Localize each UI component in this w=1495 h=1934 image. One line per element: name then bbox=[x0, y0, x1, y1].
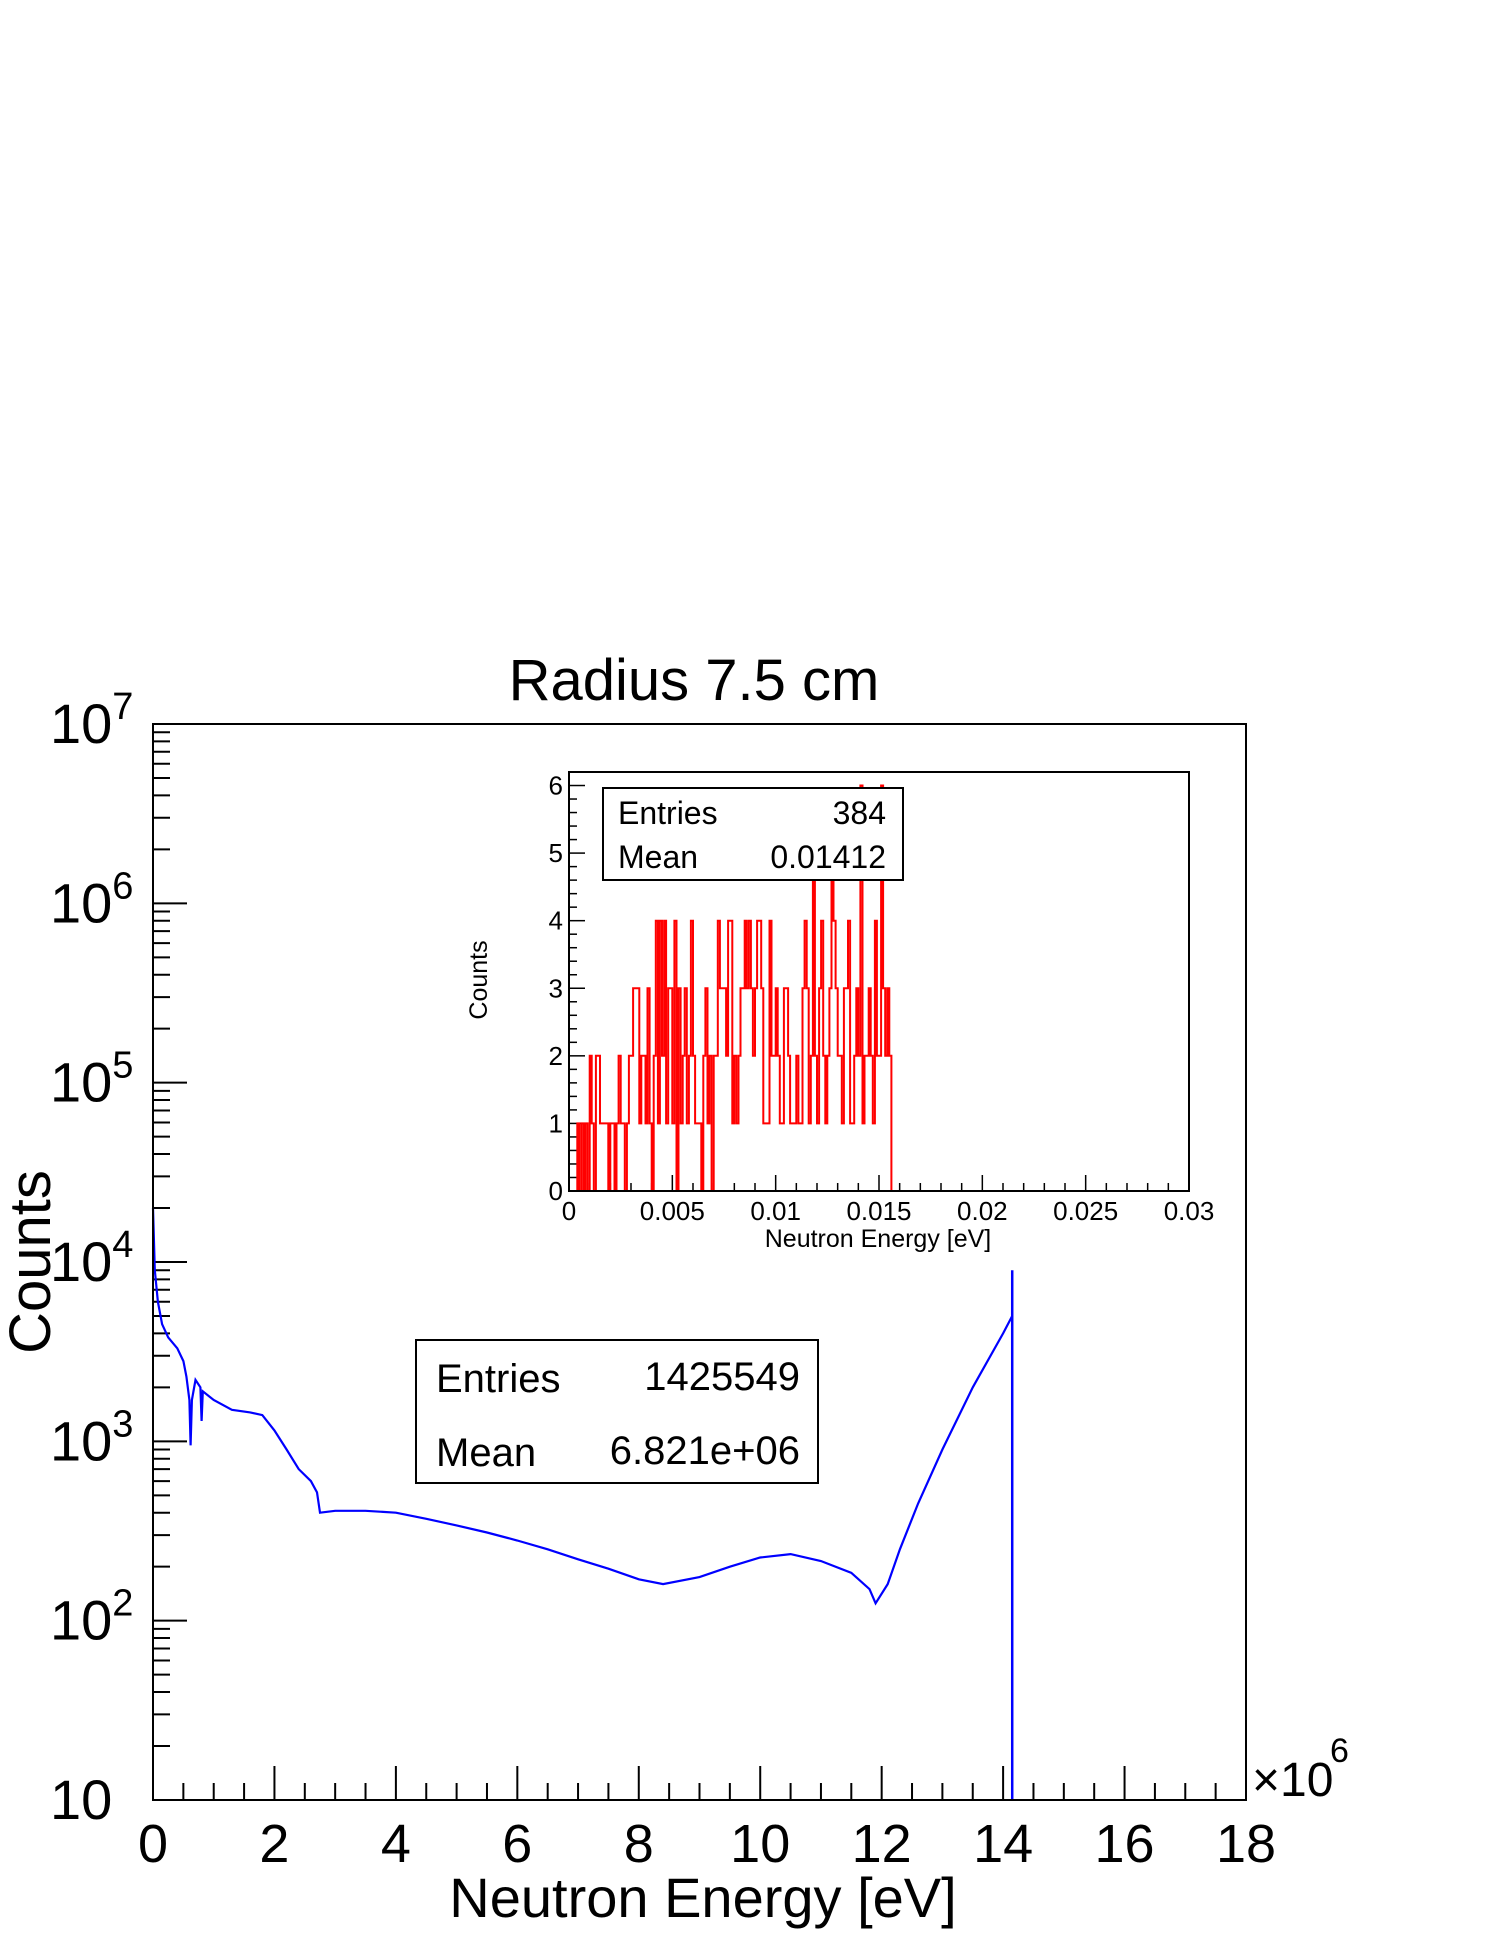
inset-stats-mean-value: 0.01412 bbox=[770, 839, 886, 875]
main-stats-mean-value: 6.821e+06 bbox=[610, 1429, 800, 1473]
main-title: Radius 7.5 cm bbox=[509, 648, 880, 713]
main-histogram-line bbox=[151, 1207, 1014, 1606]
main-y-tick-labels: 10 102 103 104 105 106 107 bbox=[50, 686, 133, 1831]
main-x-axis-label: Neutron Energy [eV] bbox=[449, 1866, 956, 1929]
main-y-tick-label: 106 bbox=[50, 865, 133, 934]
main-x-tick-label: 8 bbox=[624, 1814, 654, 1874]
main-x-tick-label: 16 bbox=[1095, 1814, 1155, 1874]
main-y-tick-label: 107 bbox=[50, 686, 133, 755]
main-x-tick-label: 10 bbox=[730, 1814, 790, 1874]
inset-x-tick-label: 0.02 bbox=[957, 1196, 1008, 1226]
main-stats-box: Entries 1425549 Mean 6.821e+06 bbox=[415, 1339, 819, 1484]
main-x-tick-label: 4 bbox=[381, 1814, 411, 1874]
main-y-tick-label: 10 bbox=[50, 1768, 112, 1831]
main-x-tick-label: 12 bbox=[852, 1814, 912, 1874]
main-x-tick-labels: 0 2 4 6 8 10 12 14 16 18 bbox=[138, 1814, 1276, 1874]
main-x-tick-label: 6 bbox=[502, 1814, 532, 1874]
inset-x-tick-label: 0.015 bbox=[846, 1196, 911, 1226]
main-x-tick-label: 18 bbox=[1216, 1814, 1276, 1874]
inset-y-tick-label: 6 bbox=[549, 771, 563, 801]
inset-stats-entries-label: Entries bbox=[618, 795, 718, 831]
inset-y-tick-label: 1 bbox=[549, 1108, 563, 1138]
inset-x-tick-label: 0.005 bbox=[640, 1196, 705, 1226]
main-stats-entries-value: 1425549 bbox=[644, 1355, 800, 1399]
inset-y-tick-label: 4 bbox=[549, 906, 563, 936]
inset-plot-frame bbox=[568, 771, 1190, 1192]
main-plot-frame bbox=[152, 723, 1247, 1801]
inset-y-tick-label: 5 bbox=[549, 838, 563, 868]
inset-stats-frame bbox=[602, 787, 904, 881]
main-stats-frame bbox=[415, 1339, 819, 1484]
inset-x-tick-labels: 0 0.005 0.01 0.015 0.02 0.025 0.03 bbox=[562, 1196, 1215, 1226]
inset-stats-entries-value: 384 bbox=[833, 795, 886, 831]
inset-x-tick-label: 0.03 bbox=[1164, 1196, 1215, 1226]
main-stats-entries-label: Entries bbox=[436, 1357, 561, 1401]
inset-x-axis-label: Neutron Energy [eV] bbox=[765, 1225, 992, 1253]
inset-y-axis-label: Counts bbox=[465, 940, 493, 1019]
inset-y-tick-label: 3 bbox=[549, 973, 563, 1003]
main-y-axis-label: Counts bbox=[0, 1170, 63, 1354]
inset-stats-box: Entries 384 Mean 0.01412 bbox=[602, 787, 904, 881]
inset-stats-mean-label: Mean bbox=[618, 839, 698, 875]
main-y-tick-label: 102 bbox=[50, 1583, 133, 1652]
main-x-tick-label: 14 bbox=[973, 1814, 1033, 1874]
x-axis-multiplier-base: ×10 bbox=[1252, 1754, 1333, 1807]
x-axis-multiplier: ×10 6 bbox=[1252, 1732, 1349, 1807]
inset-y-tick-labels: 0 1 2 3 4 5 6 bbox=[549, 771, 563, 1206]
main-x-tick-label: 2 bbox=[259, 1814, 289, 1874]
x-axis-multiplier-exponent: 6 bbox=[1330, 1732, 1349, 1770]
inset-histogram-line bbox=[576, 784, 893, 1192]
inset-x-tick-label: 0.01 bbox=[750, 1196, 801, 1226]
main-y-tick-label: 104 bbox=[50, 1224, 133, 1293]
main-y-tick-label: 103 bbox=[50, 1403, 133, 1472]
main-y-tick-label: 105 bbox=[50, 1045, 133, 1114]
inset-y-tick-label: 2 bbox=[549, 1041, 563, 1071]
main-x-tick-label: 0 bbox=[138, 1814, 168, 1874]
inset-x-tick-label: 0 bbox=[562, 1196, 576, 1226]
inset-y-tick-label: 0 bbox=[549, 1176, 563, 1206]
inset-plot: 0 0.005 0.01 0.015 0.02 0.025 0.03 0 1 2 3 4 5 6 Neu… bbox=[465, 771, 1214, 1260]
inset-axis-ticks bbox=[568, 784, 1190, 1192]
inset-x-tick-label: 0.025 bbox=[1053, 1196, 1118, 1226]
main-stats-mean-label: Mean bbox=[436, 1431, 536, 1475]
